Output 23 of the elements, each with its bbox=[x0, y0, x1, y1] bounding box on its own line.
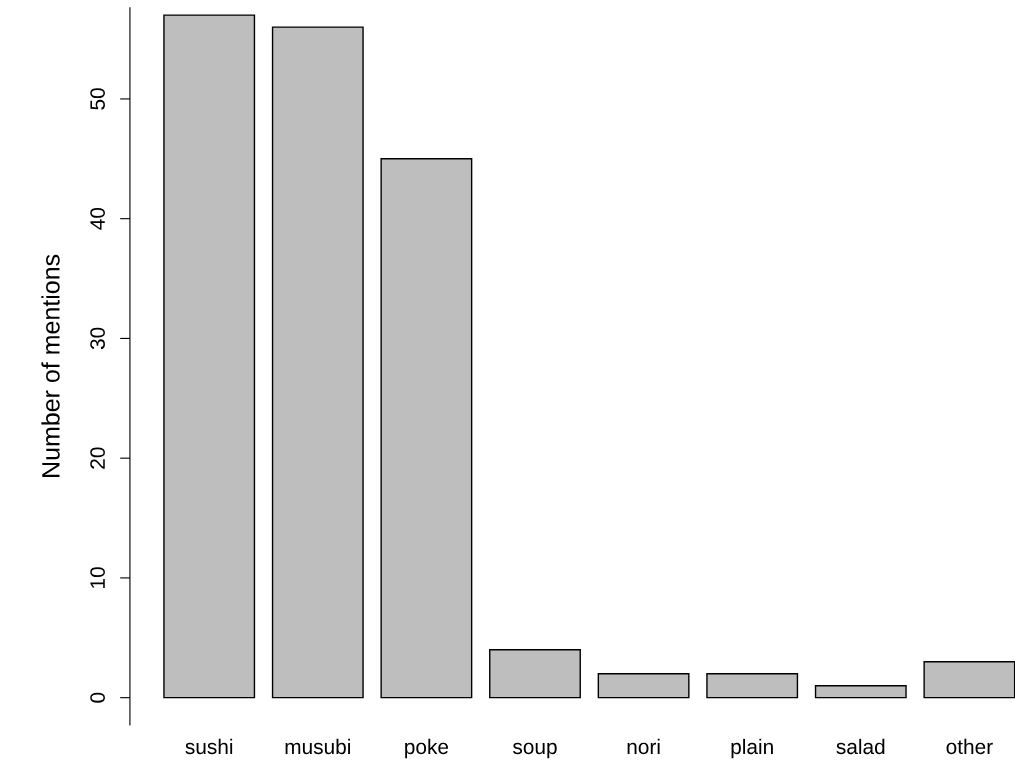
bar bbox=[163, 14, 256, 699]
bar bbox=[489, 649, 581, 699]
x-tick-label: sushi bbox=[185, 738, 233, 755]
y-tick-label: 20 bbox=[90, 447, 105, 469]
x-tick-label: salad bbox=[836, 738, 885, 755]
y-axis-title: Number of mentions bbox=[41, 254, 60, 477]
bar bbox=[706, 673, 799, 699]
bar bbox=[923, 661, 1015, 699]
bar bbox=[814, 684, 907, 699]
x-tick-label: plain bbox=[731, 738, 773, 759]
bar bbox=[380, 158, 473, 699]
y-tick-label: 30 bbox=[90, 327, 105, 350]
y-tick-label: 0 bbox=[90, 692, 105, 703]
y-tick-label: 50 bbox=[90, 88, 105, 110]
x-tick-label: soup bbox=[512, 742, 557, 759]
y-tick-label: 40 bbox=[90, 207, 105, 230]
y-tick-label: 10 bbox=[90, 567, 105, 588]
x-tick-label: musubi bbox=[285, 738, 350, 755]
bar bbox=[597, 673, 690, 699]
bar bbox=[271, 26, 364, 699]
x-tick-label: other bbox=[946, 738, 993, 755]
x-tick-label: nori bbox=[627, 738, 660, 755]
x-tick-label: poke bbox=[405, 738, 449, 759]
